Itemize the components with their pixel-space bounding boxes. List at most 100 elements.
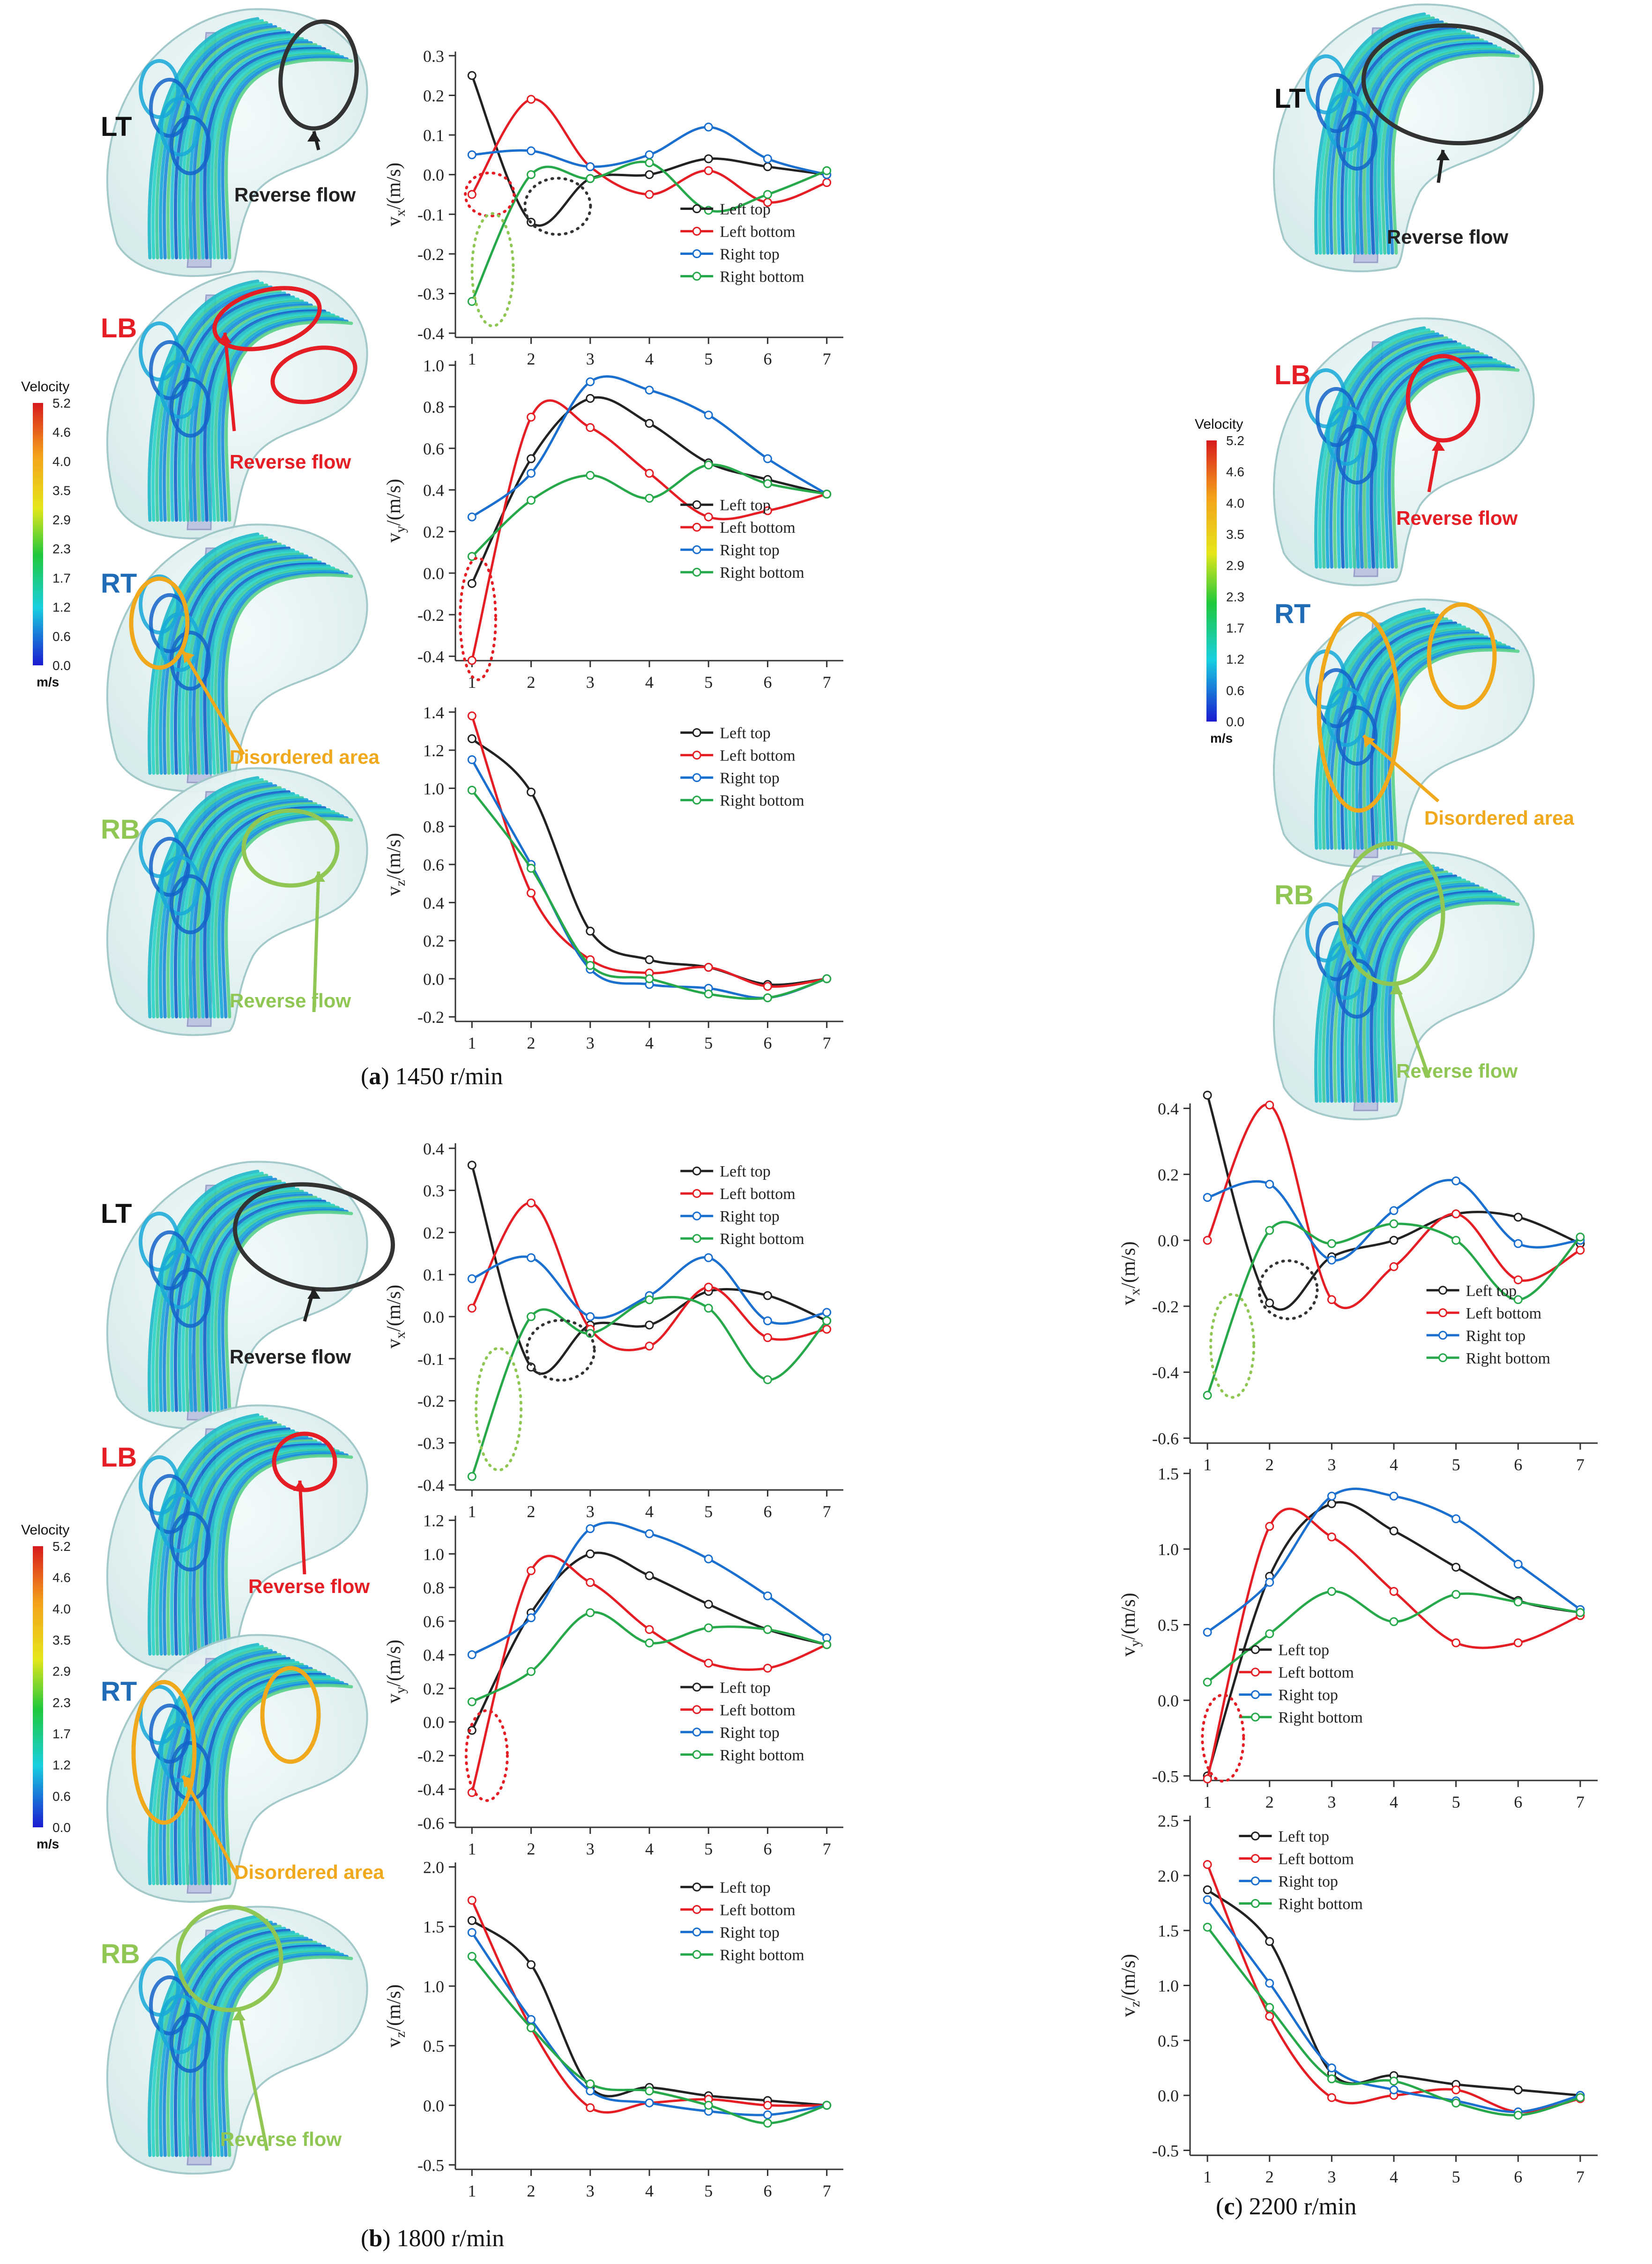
data-point-right-bottom-1: [1203, 1391, 1212, 1400]
data-point-right-bottom-1: [467, 1472, 476, 1481]
y-tick-label: 0.0: [423, 1308, 444, 1326]
legend: Left top Left bottom Right top Right bottom: [680, 201, 804, 286]
data-point-right-bottom-3: [1327, 1239, 1336, 1248]
vortex-loop: [1316, 387, 1357, 447]
data-point-left-bottom-1: [1203, 1774, 1212, 1784]
streamline: [185, 796, 304, 1019]
streamline: [217, 54, 344, 260]
data-point-right-bottom-5: [704, 989, 713, 998]
streamline: [192, 1437, 313, 1656]
data-point-left-top-1: [1203, 1885, 1212, 1894]
legend-marker: [692, 272, 701, 281]
legend-marker: [692, 1927, 701, 1936]
legend-marker: [692, 500, 701, 509]
streamline: [148, 776, 260, 1019]
series-line-left-top: [1206, 1889, 1581, 2097]
pipe-label-rb: RB: [101, 1939, 140, 1969]
y-tick-label: 0.0: [423, 970, 444, 989]
x-tick-label: 2: [527, 350, 536, 368]
data-point-right-top-6: [763, 1316, 772, 1326]
streamline: [192, 800, 313, 1019]
pipe-label-rt: RT: [101, 568, 137, 599]
y-axis-label-sub: x: [1127, 1288, 1143, 1296]
streamline: [188, 554, 309, 775]
y-tick-label: 0.5: [1158, 1616, 1179, 1635]
data-point-left-top-6: [763, 1291, 772, 1300]
y-tick-label: 0.4: [423, 894, 444, 912]
caption-b: (b) 1800 r/min: [361, 2225, 505, 2252]
y-tick-label: 0.6: [423, 439, 444, 458]
highlight-oval: [260, 1666, 321, 1764]
y-tick-label: 1.2: [423, 1512, 444, 1530]
data-point-left-bottom-5: [704, 963, 713, 972]
annotation-arrowhead: [1363, 736, 1375, 748]
data-point-right-top-5: [704, 1554, 713, 1564]
data-point-left-top-5: [1451, 1563, 1461, 1572]
streamline: [199, 1198, 322, 1412]
streamline: [1351, 32, 1471, 255]
colorbar-tick-label: 4.6: [1226, 465, 1244, 479]
annotation-arrowhead: [183, 1776, 194, 1788]
streamline: [214, 1950, 340, 2157]
data-point-right-top-3: [586, 2086, 595, 2096]
annotation-arrowhead: [1432, 440, 1445, 451]
dotted-highlight-ellipse: [464, 1709, 509, 1802]
annotation-label: Disordered area: [230, 746, 380, 768]
vortex-loop: [149, 340, 190, 400]
data-point-right-bottom-1: [467, 297, 476, 306]
legend-label: Left bottom: [1278, 1851, 1354, 1868]
streamline: [185, 37, 304, 260]
chart-c_vy: -0.50.00.51.01.51 2 3 4 5 6 7vy/(m/s)Left topL…: [1118, 1465, 1598, 1811]
y-tick-label: -0.3: [417, 285, 444, 304]
x-tick-label: 6: [763, 1840, 772, 1858]
x-tick-label: 3: [586, 1502, 595, 1521]
x-tick-label: 2: [527, 673, 536, 692]
legend-marker: [692, 249, 701, 258]
data-point-left-bottom-1: [467, 190, 476, 199]
annotation-label: Reverse flow: [230, 451, 351, 473]
streamline: [1314, 326, 1426, 569]
data-point-left-bottom-5: [1451, 1209, 1461, 1219]
streamline: [1359, 884, 1480, 1103]
legend-label: Right bottom: [720, 1946, 804, 1964]
streamline: [1314, 607, 1426, 850]
x-tick-label: 3: [1327, 2167, 1336, 2186]
pipe-label-lb: LB: [101, 313, 137, 343]
data-point-left-bottom-5: [1451, 2085, 1461, 2094]
x-tick-label: 7: [823, 1034, 831, 1052]
streamline: [196, 802, 318, 1019]
pipe-rendering-c-lb: Reverse flow LB: [1272, 317, 1535, 587]
streamline: [192, 556, 313, 775]
vortex-loop: [139, 1212, 180, 1272]
vortex-loop: [159, 1994, 201, 2054]
y-axis-label-v: v: [383, 216, 405, 226]
streamline: [196, 1439, 318, 1656]
pipe-rendering-b-rb: Reverse flow RB: [101, 1905, 368, 2175]
data-point-right-bottom-5: [704, 1623, 713, 1632]
streamline: [1387, 365, 1515, 569]
colorbar-unit: m/s: [1210, 731, 1233, 745]
data-point-right-top-1: [1203, 1895, 1212, 1904]
data-point-left-bottom-3: [1327, 1295, 1336, 1304]
streamline: [148, 279, 260, 522]
data-point-left-top-2: [1265, 1298, 1274, 1308]
data-point-left-top-2: [527, 454, 536, 463]
streamline: [210, 1447, 335, 1656]
data-point-right-bottom-5: [1451, 1236, 1461, 1245]
annotation-arrowhead: [307, 1288, 320, 1299]
streamline: [163, 540, 277, 775]
data-point-left-bottom-5: [704, 1659, 713, 1668]
x-tick-label: 2: [527, 1840, 536, 1858]
legend: Left top Left bottom Right top Right bottom: [1239, 1642, 1363, 1727]
legend-label: Left bottom: [720, 1702, 795, 1719]
streamline: [207, 1445, 331, 1656]
streamline: [1362, 38, 1484, 255]
data-point-right-top-4: [645, 2098, 654, 2108]
data-point-right-bottom-6: [1513, 2110, 1523, 2120]
vortex-loop: [139, 818, 180, 878]
data-point-right-bottom-1: [1203, 1677, 1212, 1687]
highlight-oval: [270, 345, 357, 404]
colorbar-title: Velocity: [21, 379, 69, 395]
series-line-right-bottom: [471, 1955, 827, 2124]
streamline: [210, 1676, 335, 1885]
